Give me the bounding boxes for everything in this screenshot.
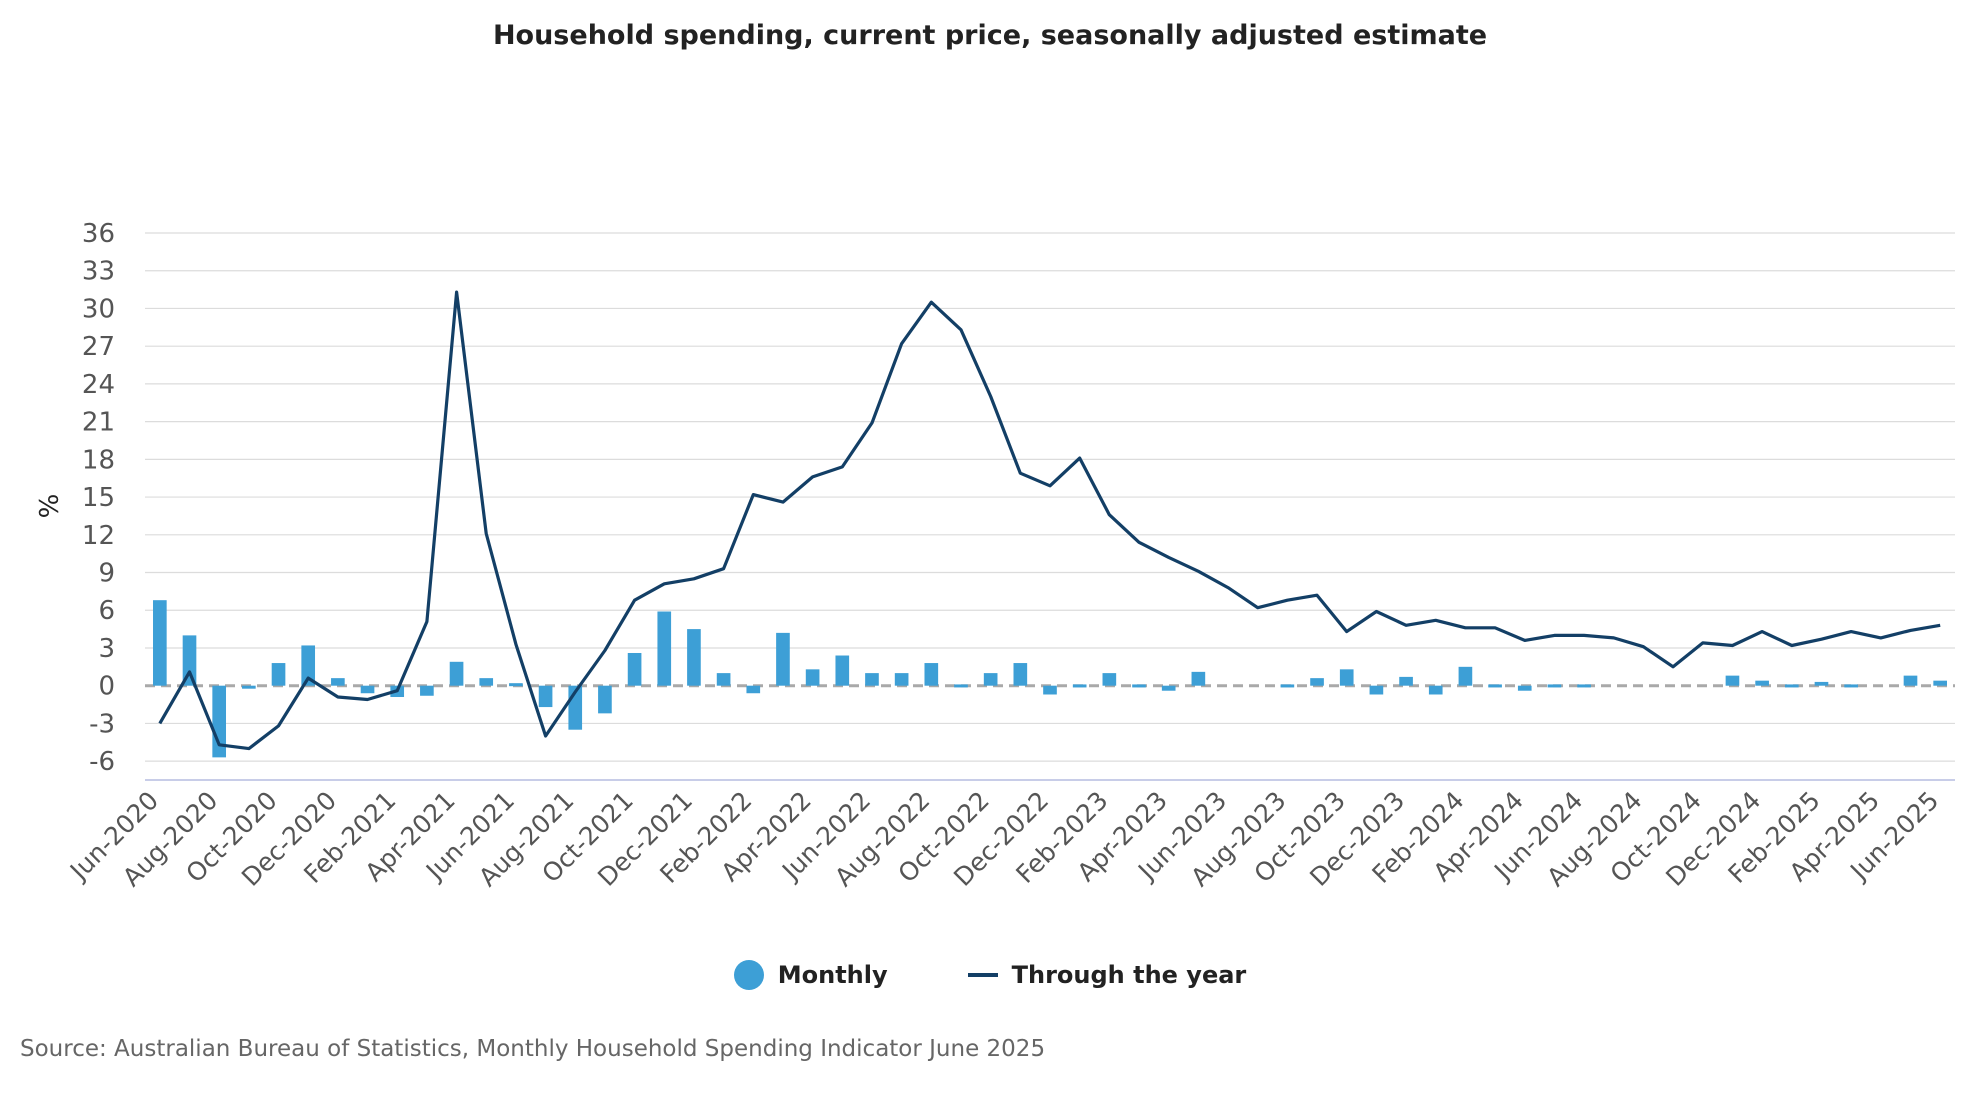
monthly-bar[interactable] (716, 673, 731, 686)
through-year-line (158, 290, 1941, 751)
monthly-bar[interactable] (1725, 675, 1740, 686)
y-tick-label: -3 (89, 709, 115, 739)
monthly-bar[interactable] (1339, 669, 1354, 686)
y-tick-label: 12 (82, 521, 115, 551)
monthly-bar[interactable] (1903, 675, 1918, 686)
legend-label-through-year: Through the year (1011, 961, 1247, 989)
monthly-bar[interactable] (1458, 666, 1473, 686)
y-tick-label: 27 (82, 332, 115, 362)
monthly-bar[interactable] (657, 611, 672, 686)
monthly-bar[interactable] (627, 652, 642, 686)
source-note: Source: Australian Bureau of Statistics,… (20, 1036, 1046, 1062)
monthly-bar[interactable] (1577, 684, 1591, 688)
y-tick-label: 30 (82, 294, 115, 324)
monthly-bar[interactable] (1013, 663, 1028, 686)
monthly-bar[interactable] (835, 655, 850, 686)
legend: Monthly Through the year (0, 960, 1980, 990)
y-tick-label: 36 (82, 219, 115, 249)
monthly-bar[interactable] (271, 663, 286, 686)
y-tick-label: 24 (82, 370, 115, 400)
monthly-bar[interactable] (1280, 684, 1295, 688)
monthly-bar[interactable] (1072, 684, 1087, 688)
legend-item-monthly[interactable]: Monthly (733, 960, 888, 990)
monthly-bar[interactable] (1488, 684, 1502, 688)
monthly-bar[interactable] (1102, 673, 1117, 686)
y-tick-label: 18 (82, 445, 115, 475)
x-axis-ticks: Jun-2020Aug-2020Oct-2020Dec-2020Feb-2021… (63, 786, 1944, 892)
y-tick-label: 33 (82, 257, 115, 287)
monthly-bar[interactable] (1517, 685, 1532, 691)
monthly-bar[interactable] (1191, 671, 1206, 686)
monthly-bar[interactable] (1161, 685, 1176, 691)
y-tick-label: -6 (89, 747, 115, 777)
monthly-bar[interactable] (1547, 684, 1562, 688)
monthly-bar[interactable] (242, 685, 256, 689)
monthly-bar[interactable] (865, 673, 879, 686)
monthly-bars (153, 600, 1947, 758)
monthly-bar[interactable] (1132, 684, 1146, 688)
y-tick-label: 21 (82, 408, 115, 438)
monthly-bar[interactable] (983, 673, 998, 686)
through-year-swatch-icon (967, 973, 998, 977)
y-tick-label: 15 (82, 483, 115, 513)
monthly-bar[interactable] (449, 661, 464, 686)
monthly-swatch-icon (733, 960, 764, 990)
legend-label-monthly: Monthly (777, 961, 888, 989)
monthly-bar[interactable] (509, 683, 523, 687)
y-tick-label: 3 (98, 634, 115, 664)
y-tick-label: 6 (98, 596, 115, 626)
monthly-bar[interactable] (360, 685, 375, 694)
monthly-bar[interactable] (1310, 678, 1324, 686)
y-tick-label: 9 (98, 559, 115, 589)
monthly-bar[interactable] (1784, 684, 1799, 688)
monthly-bar[interactable] (479, 678, 494, 686)
monthly-bar[interactable] (182, 635, 197, 686)
chart-title: Household spending, current price, seaso… (492, 20, 1488, 51)
monthly-bar[interactable] (1755, 680, 1769, 686)
monthly-bar[interactable] (1428, 685, 1443, 695)
monthly-bar[interactable] (924, 663, 939, 686)
monthly-bar[interactable] (598, 685, 612, 714)
monthly-bar[interactable] (1043, 685, 1057, 695)
monthly-bar[interactable] (1844, 684, 1858, 688)
monthly-bar[interactable] (746, 685, 761, 694)
monthly-bar[interactable] (776, 632, 790, 686)
monthly-bar[interactable] (1399, 676, 1413, 686)
monthly-bar[interactable] (805, 669, 820, 686)
y-tick-label: 0 (98, 672, 115, 702)
monthly-bar[interactable] (420, 685, 434, 696)
monthly-bar[interactable] (1933, 680, 1947, 686)
monthly-bar[interactable] (301, 645, 316, 686)
monthly-bar[interactable] (1814, 681, 1829, 686)
monthly-bar[interactable] (538, 685, 553, 708)
y-axis-label: % (35, 494, 65, 519)
monthly-bar[interactable] (153, 600, 167, 686)
monthly-bar[interactable] (1369, 685, 1384, 695)
monthly-bar[interactable] (331, 678, 345, 686)
legend-item-through-year[interactable]: Through the year (967, 960, 1247, 990)
monthly-bar[interactable] (687, 629, 701, 686)
through-year-line-path[interactable] (158, 290, 1941, 751)
gridlines (145, 232, 1955, 762)
monthly-bar[interactable] (954, 684, 968, 688)
monthly-bar[interactable] (894, 673, 909, 686)
